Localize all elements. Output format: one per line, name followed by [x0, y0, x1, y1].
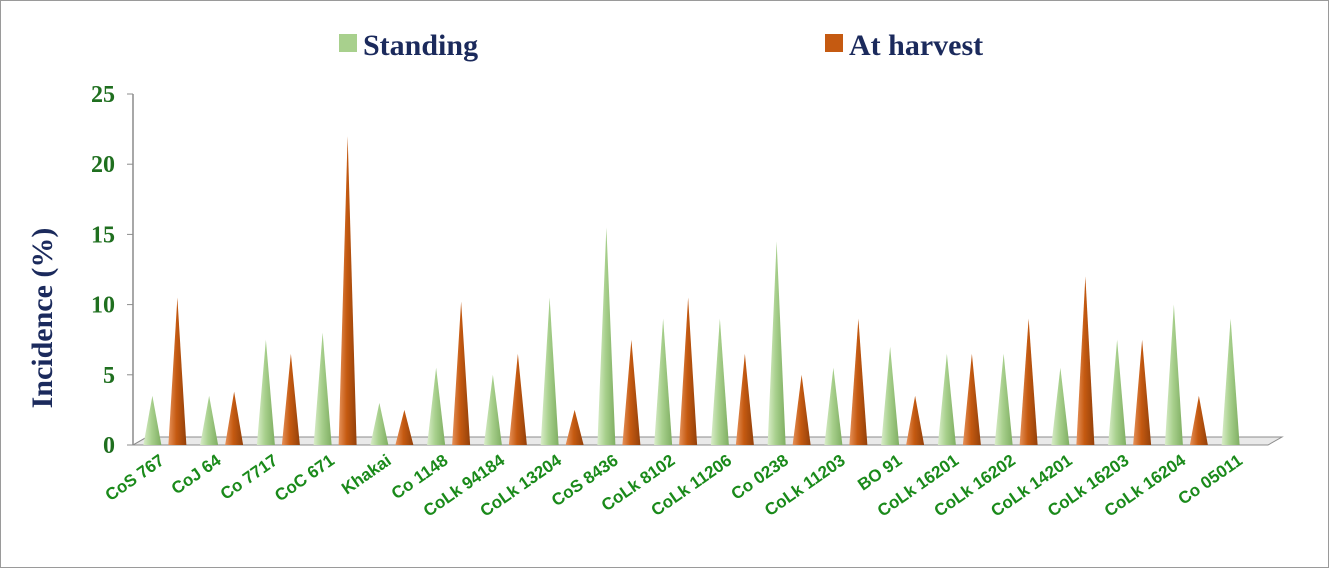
- axes: [131, 94, 1284, 446]
- bar-standing: [937, 353, 956, 445]
- bar-at-harvest: [565, 409, 584, 445]
- bar-standing: [1221, 318, 1240, 445]
- bar-at-harvest: [1019, 318, 1038, 445]
- bar-at-harvest: [338, 136, 357, 445]
- legend-swatch-standing: [339, 34, 357, 52]
- bar-standing: [256, 339, 275, 445]
- x-tick-label: Co 7717: [217, 451, 281, 504]
- bar-at-harvest: [508, 353, 527, 445]
- bar-standing: [313, 332, 332, 445]
- bar-standing: [1108, 339, 1127, 445]
- x-tick-label: CoJ 64: [168, 450, 225, 498]
- legend-label-at-harvest: At harvest: [849, 29, 983, 62]
- bar-standing: [427, 367, 446, 445]
- x-tick-label: Co 05011: [1175, 451, 1246, 509]
- bars: [143, 136, 1240, 445]
- bar-at-harvest: [452, 301, 471, 445]
- bar-at-harvest: [792, 374, 811, 445]
- bar-standing: [881, 346, 900, 445]
- bar-at-harvest: [168, 297, 187, 445]
- bar-standing: [370, 402, 389, 445]
- bar-standing: [767, 241, 786, 445]
- bar-standing: [710, 318, 729, 445]
- legend-swatch-at-harvest: [825, 34, 843, 52]
- bar-at-harvest: [735, 353, 754, 445]
- y-tick-label: 10: [91, 293, 115, 319]
- bar-at-harvest: [1076, 276, 1095, 445]
- x-tick-label: CoC 671: [271, 451, 338, 506]
- bar-at-harvest: [849, 318, 868, 445]
- bar-standing: [654, 318, 673, 445]
- y-tick-label: 5: [103, 363, 115, 389]
- bar-at-harvest: [1133, 339, 1152, 445]
- bar-at-harvest: [906, 395, 925, 445]
- bar-standing: [994, 353, 1013, 445]
- bar-at-harvest: [281, 353, 300, 445]
- y-axis-title: Incidence (%): [26, 228, 59, 409]
- bar-standing: [200, 395, 219, 445]
- bar-at-harvest: [225, 391, 244, 445]
- y-tick-label: 25: [91, 82, 115, 108]
- bar-at-harvest: [622, 339, 641, 445]
- legend-label-standing: Standing: [363, 29, 478, 62]
- bar-at-harvest: [962, 353, 981, 445]
- bar-at-harvest: [679, 297, 698, 445]
- y-tick-label: 0: [103, 433, 115, 459]
- legend: Standing At harvest: [339, 29, 983, 62]
- bar-at-harvest: [395, 409, 414, 445]
- bar-at-harvest: [1189, 395, 1208, 445]
- bar-standing: [1164, 304, 1183, 445]
- bar-standing: [824, 367, 843, 445]
- bar-standing: [483, 374, 502, 445]
- y-tick-label: 15: [91, 222, 115, 248]
- x-tick-label: Khakai: [338, 451, 395, 499]
- y-tick-label: 20: [91, 152, 115, 178]
- bar-standing: [540, 297, 559, 445]
- y-axis-ticks: 0 5 10 15 20 25: [91, 82, 133, 459]
- bar-standing: [143, 395, 162, 445]
- bar-standing: [1051, 367, 1070, 445]
- bar-standing: [597, 227, 616, 445]
